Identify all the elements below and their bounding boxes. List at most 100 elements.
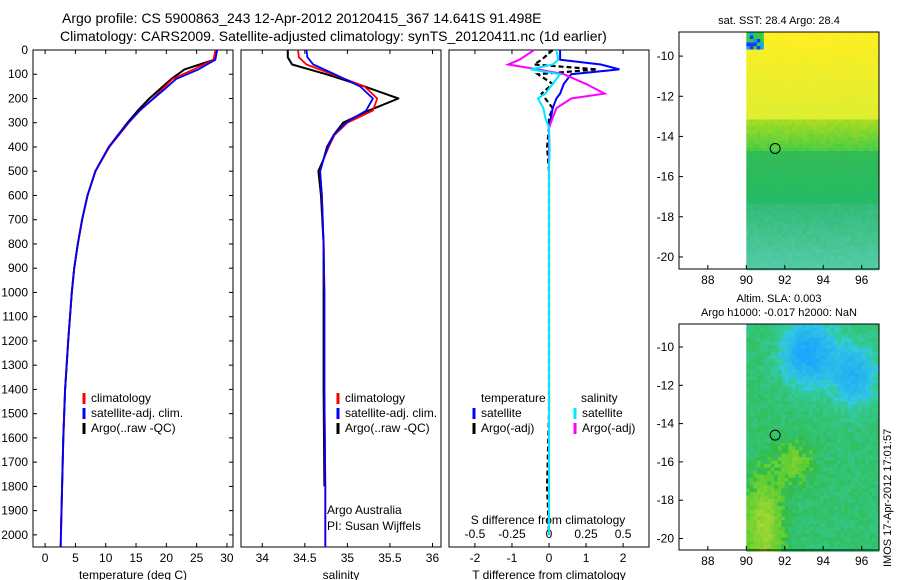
map-cell <box>763 228 768 232</box>
map-cell <box>798 359 803 363</box>
map-cell <box>749 126 754 131</box>
map-cell <box>756 88 761 92</box>
map-cell <box>830 84 835 89</box>
map-cell <box>802 471 807 475</box>
map-cell <box>868 460 873 465</box>
map-cell <box>777 35 782 40</box>
map-cell <box>781 182 786 187</box>
map-cell <box>840 105 845 110</box>
map-cell <box>760 471 765 475</box>
map-cell <box>837 467 842 472</box>
map-cell <box>809 334 814 339</box>
map-cell <box>760 119 765 124</box>
map-cell <box>774 432 779 437</box>
map-cell <box>746 334 751 339</box>
map-cell <box>781 144 786 148</box>
map-cell <box>760 259 765 264</box>
map-cell <box>756 478 761 482</box>
map-cell <box>837 140 842 145</box>
map-cell <box>844 345 849 349</box>
map-cell <box>788 460 793 465</box>
map-cell <box>749 404 754 409</box>
map-cell <box>798 432 803 437</box>
map-cell <box>767 158 772 162</box>
map-cell <box>858 432 863 437</box>
map-cell <box>805 186 810 190</box>
map-cell <box>774 95 779 99</box>
map-cell <box>861 88 866 92</box>
map-cell <box>872 256 877 260</box>
map-cell <box>809 46 814 50</box>
map-cell <box>844 200 849 204</box>
map-cell <box>844 460 849 465</box>
map-cell <box>802 221 807 225</box>
map-cell <box>875 168 880 173</box>
map-cell <box>809 499 814 503</box>
map-cell <box>809 467 814 472</box>
map-cell <box>865 109 870 113</box>
map-cell <box>812 478 817 482</box>
map-cell <box>865 380 870 384</box>
map-cell <box>749 179 754 183</box>
map-cell <box>833 502 838 507</box>
map-cell <box>798 217 803 222</box>
map-cell <box>812 266 817 271</box>
map-cell <box>753 499 758 503</box>
map-cell <box>777 471 782 475</box>
map-cell <box>777 105 782 110</box>
map-cell <box>830 436 835 440</box>
map-cell <box>746 266 751 271</box>
map-cell <box>774 137 779 141</box>
map-cell <box>830 203 835 208</box>
map-cell <box>774 158 779 162</box>
map-cell <box>791 147 796 152</box>
map-cell <box>819 193 824 197</box>
map-cell <box>868 359 873 363</box>
map-cell <box>809 203 814 208</box>
map-cell <box>774 495 779 500</box>
y-tick-label: 900 <box>8 261 28 275</box>
map-cell <box>756 35 761 40</box>
map-cell <box>823 137 828 141</box>
map-cell <box>833 460 838 465</box>
map-cell <box>875 91 880 96</box>
map-cell <box>774 341 779 346</box>
map-cell <box>844 238 849 243</box>
map-cell <box>802 369 807 374</box>
map-cell <box>746 63 751 68</box>
map-cell <box>777 137 782 141</box>
map-cell <box>861 432 866 437</box>
map-cell <box>816 242 821 246</box>
map-cell <box>791 394 796 398</box>
map-cell <box>753 345 758 349</box>
map-cell <box>826 446 831 451</box>
map-cell <box>795 338 800 342</box>
map-cell <box>774 506 779 510</box>
map-cell <box>753 266 758 271</box>
map-cell <box>823 387 828 391</box>
map-cell <box>784 471 789 475</box>
map-cell <box>805 362 810 367</box>
map-cell <box>788 224 793 229</box>
map-cell <box>840 369 845 374</box>
map-cell <box>788 74 793 78</box>
map-cell <box>770 32 775 36</box>
map-cell <box>749 256 754 260</box>
map-cell <box>858 256 863 260</box>
legend-salinity-header: salinity <box>581 391 618 405</box>
map-cell <box>861 39 866 43</box>
map-cell <box>858 56 863 61</box>
map-cell <box>746 411 751 416</box>
map-cell <box>840 70 845 75</box>
map-cell <box>844 39 849 43</box>
map-cell <box>753 126 758 131</box>
map-cell <box>816 432 821 437</box>
map-cell <box>833 397 838 402</box>
map-cell <box>753 98 758 103</box>
map-cell <box>767 77 772 82</box>
map-cell <box>837 109 842 113</box>
map-cell <box>844 172 849 176</box>
map-cell <box>865 158 870 162</box>
map-cell <box>760 460 765 465</box>
map-cell <box>767 369 772 374</box>
